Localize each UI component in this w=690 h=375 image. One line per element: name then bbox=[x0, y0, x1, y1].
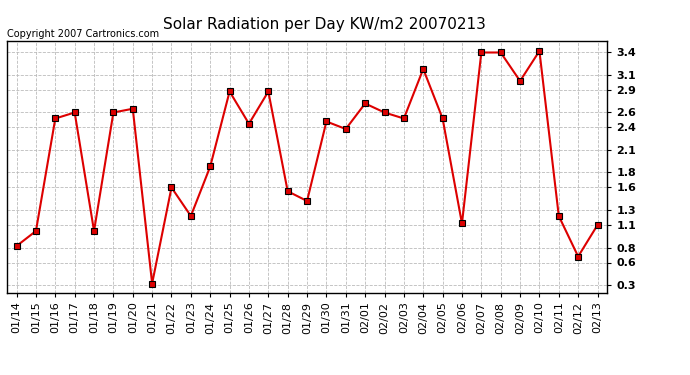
Text: Copyright 2007 Cartronics.com: Copyright 2007 Cartronics.com bbox=[7, 29, 159, 39]
Text: Solar Radiation per Day KW/m2 20070213: Solar Radiation per Day KW/m2 20070213 bbox=[163, 17, 486, 32]
